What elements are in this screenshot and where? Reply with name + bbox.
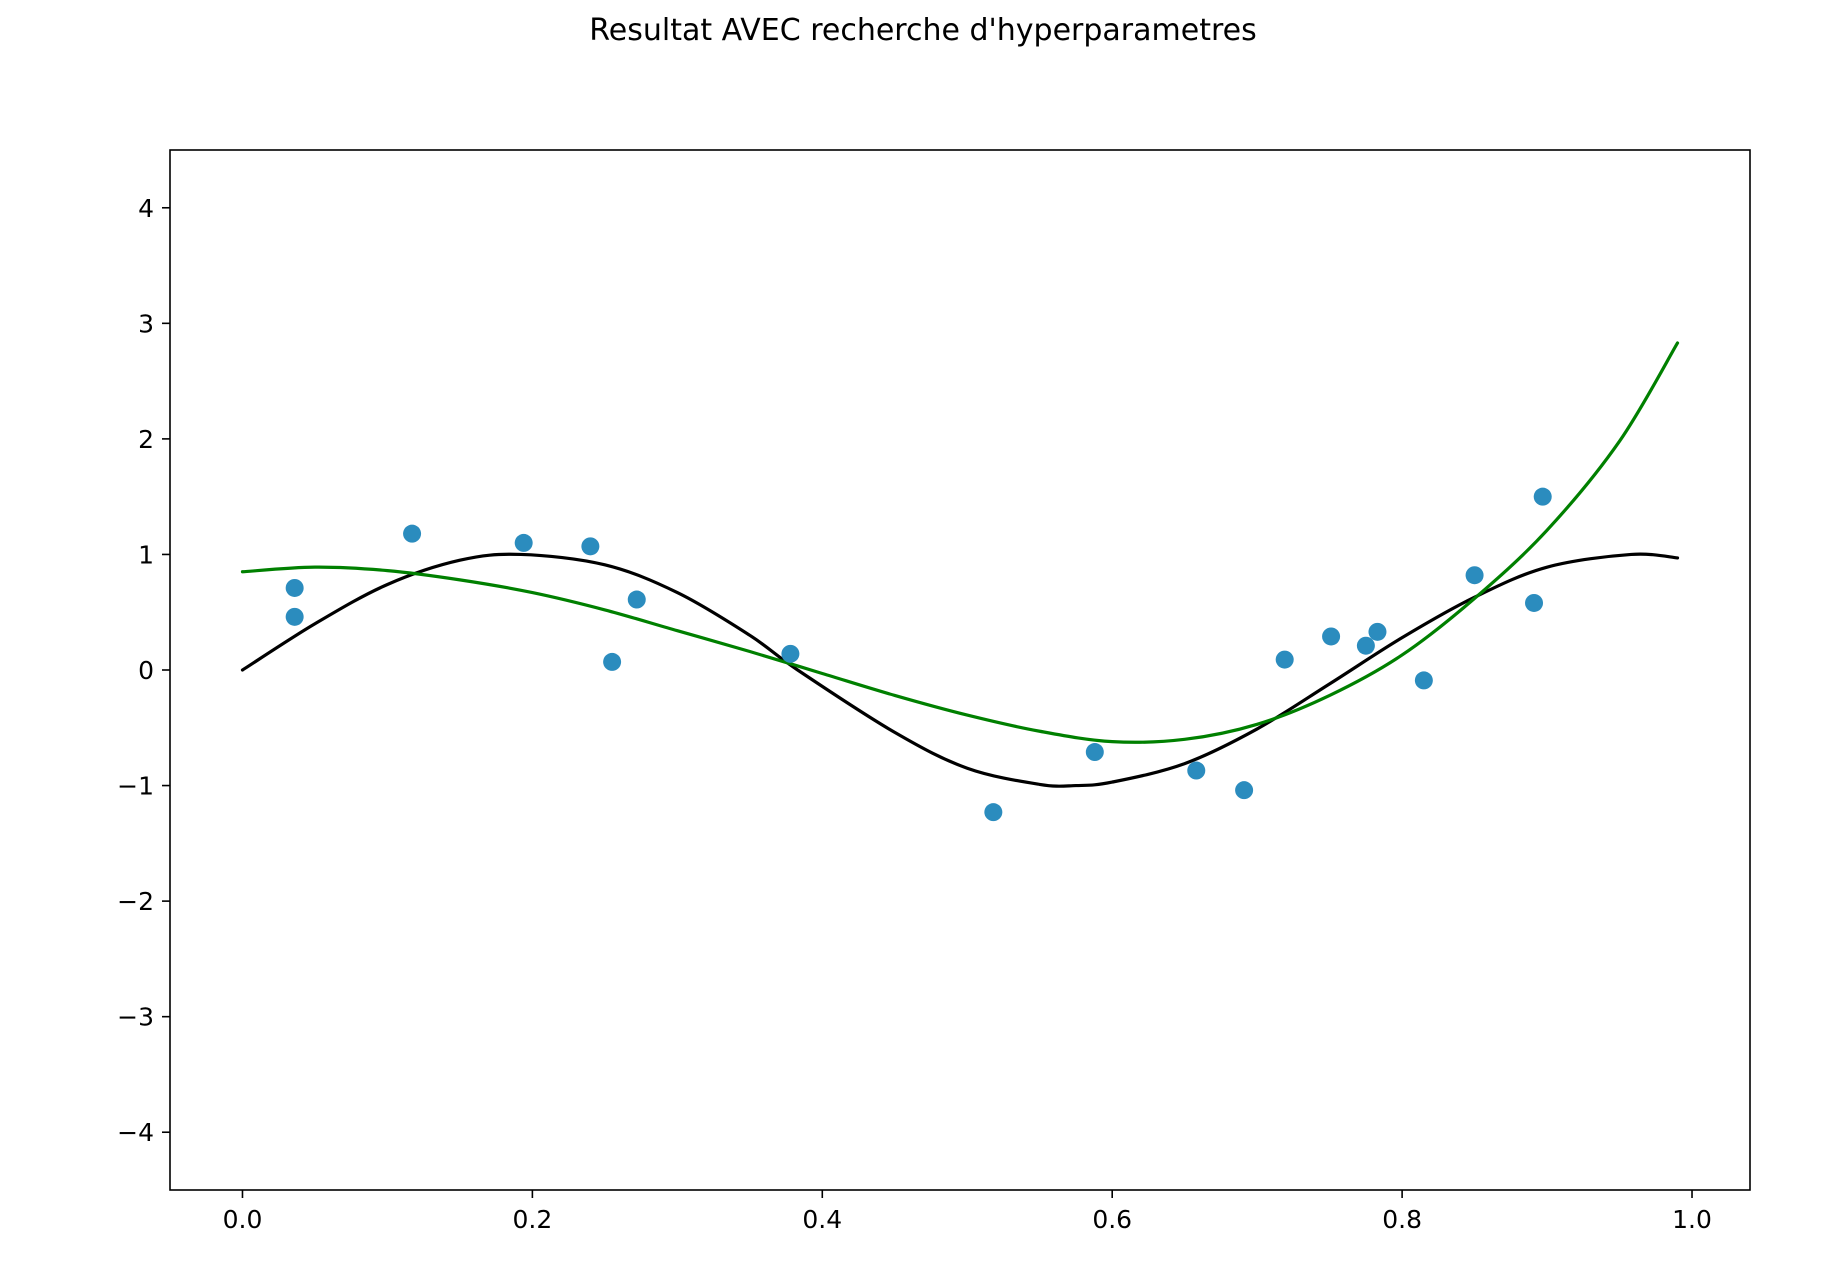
scatter-point — [1356, 636, 1375, 655]
scatter-point — [1235, 781, 1254, 800]
scatter-point — [1322, 627, 1341, 646]
x-tick-label: 0.6 — [1092, 1205, 1132, 1234]
scatter-point — [627, 590, 646, 609]
scatter-point — [984, 803, 1003, 822]
scatter-point — [1414, 671, 1433, 690]
scatter-point — [1533, 487, 1552, 506]
y-tick-label: −3 — [117, 1003, 154, 1032]
axes-frame — [169, 149, 1751, 1191]
scatter-point — [1085, 743, 1104, 762]
y-tick-label: −4 — [117, 1118, 154, 1147]
scatter-point — [1465, 566, 1484, 585]
x-tick-label: 0.0 — [223, 1205, 263, 1234]
scatter-point — [1368, 622, 1387, 641]
scatter-point — [781, 644, 800, 663]
y-tick-label: 3 — [138, 309, 154, 338]
scatter-point — [285, 578, 304, 597]
x-tick-label: 1.0 — [1672, 1205, 1712, 1234]
y-tick-label: 4 — [138, 194, 154, 223]
plot-area — [240, 341, 1680, 822]
scatter-point — [1525, 593, 1544, 612]
x-tick-label: 0.8 — [1382, 1205, 1422, 1234]
y-tick-label: 0 — [138, 656, 154, 685]
x-tick-label: 0.2 — [513, 1205, 553, 1234]
scatter-point — [603, 652, 622, 671]
series-line-2 — [240, 341, 1680, 744]
y-tick-label: −2 — [117, 887, 154, 916]
scatter-point — [1275, 650, 1294, 669]
axes: 0.0 0.2 0.4 0.6 0.8 1.0 −4 −3 −2 −1 0 1 2 3 4 — [117, 149, 1751, 1234]
scatter-point — [403, 524, 422, 543]
y-tick-label: 1 — [138, 540, 154, 569]
scatter-point — [1187, 761, 1206, 780]
y-tick-label: 2 — [138, 425, 154, 454]
x-tick-label: 0.4 — [802, 1205, 842, 1234]
chart-title: Resultat AVEC recherche d'hyperparametre… — [589, 13, 1256, 48]
series-line-1 — [240, 552, 1680, 788]
y-tick-label: −1 — [117, 772, 154, 801]
scatter-point — [514, 533, 533, 552]
scatter-point — [581, 537, 600, 556]
scatter-point — [285, 607, 304, 626]
